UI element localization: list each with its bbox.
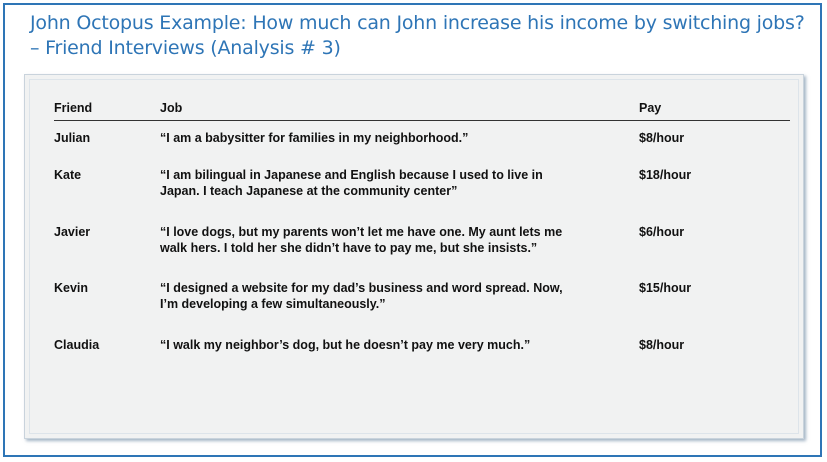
cell-friend: Kate: [54, 168, 82, 182]
cell-job: “I designed a website for my dad’s busin…: [160, 280, 639, 337]
table-row: Julian “I am a babysitter for families i…: [54, 121, 790, 168]
cell-friend: Kevin: [54, 281, 89, 295]
cell-job: “I am bilingual in Japanese and English …: [160, 167, 639, 224]
friend-interviews-table: Friend Job Pay Julian “I am a babysitter…: [54, 96, 790, 367]
table-row: Kate “I am bilingual in Japanese and Eng…: [54, 167, 790, 224]
cell-pay: $8/hour: [639, 131, 685, 145]
cell-job: “I walk my neighbor’s dog, but he doesn’…: [160, 337, 639, 367]
header-friend: Friend: [54, 96, 160, 121]
cell-pay: $15/hour: [639, 281, 692, 295]
job-quote: “I love dogs, but my parents won’t let m…: [160, 225, 563, 255]
slide-title: John Octopus Example: How much can John …: [30, 12, 805, 59]
table-header-row: Friend Job Pay: [54, 96, 790, 121]
table-row: Kevin “I designed a website for my dad’s…: [54, 280, 790, 337]
cell-job: “I am a babysitter for families in my ne…: [160, 121, 639, 168]
job-quote: “I am a babysitter for families in my ne…: [160, 131, 469, 145]
cell-pay: $18/hour: [639, 168, 692, 182]
cell-friend: Julian: [54, 131, 91, 145]
cell-job: “I love dogs, but my parents won’t let m…: [160, 224, 639, 280]
cell-pay: $6/hour: [639, 225, 685, 239]
table-row: Claudia “I walk my neighbor’s dog, but h…: [54, 337, 790, 367]
job-quote: “I designed a website for my dad’s busin…: [160, 281, 563, 311]
table-panel: Friend Job Pay Julian “I am a babysitter…: [24, 74, 804, 439]
job-quote: “I am bilingual in Japanese and English …: [160, 168, 543, 198]
cell-friend: Claudia: [54, 338, 100, 352]
header-job: Job: [160, 96, 639, 121]
job-quote: “I walk my neighbor’s dog, but he doesn’…: [160, 338, 531, 352]
cell-pay: $8/hour: [639, 338, 685, 352]
table-row: Javier “I love dogs, but my parents won’…: [54, 224, 790, 280]
header-pay: Pay: [639, 96, 790, 121]
cell-friend: Javier: [54, 225, 91, 239]
